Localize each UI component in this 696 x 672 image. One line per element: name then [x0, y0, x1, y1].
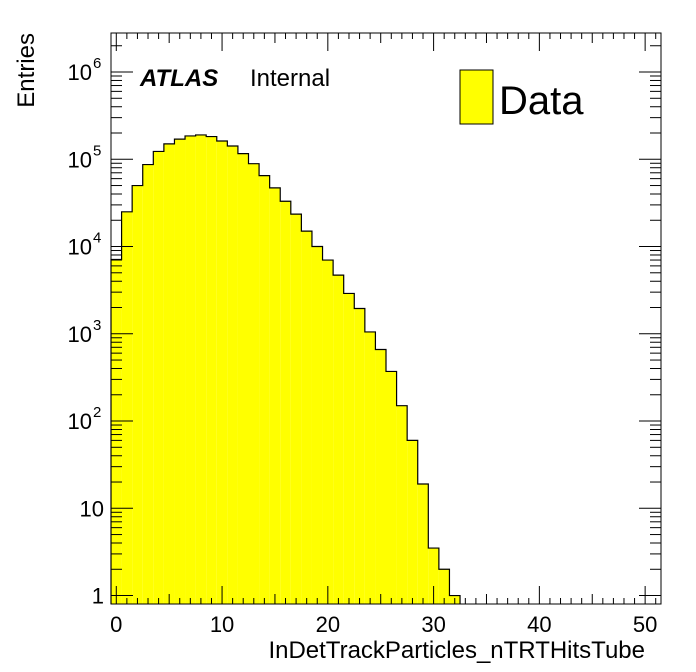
histogram-outline — [110, 134, 461, 604]
y-tick-label: 10 — [68, 147, 92, 172]
y-tick-exponent: 5 — [93, 142, 101, 159]
x-tick-label: 30 — [421, 612, 445, 637]
histogram-bin — [153, 151, 164, 604]
histogram-bin — [407, 440, 418, 604]
y-tick-exponent: 2 — [93, 404, 101, 421]
histogram-bin — [259, 175, 270, 604]
y-tick-label: 10 — [68, 322, 92, 347]
histogram-bin — [206, 136, 217, 604]
histogram-bin — [195, 134, 207, 604]
x-axis-title: InDetTrackParticles_nTRTHitsTube — [268, 637, 645, 664]
plot-frame — [110, 32, 662, 605]
histogram-bin — [428, 548, 439, 604]
histogram-bin — [142, 164, 154, 605]
y-tick-label: 1 — [92, 584, 104, 609]
y-axis-title: Entries — [13, 33, 40, 108]
histogram-bin — [280, 201, 291, 604]
histogram-bin — [354, 308, 365, 604]
y-tick-exponent: 3 — [93, 317, 101, 334]
x-tick-label: 10 — [210, 612, 234, 637]
histogram-bin — [375, 349, 386, 604]
x-tick-label: 40 — [527, 612, 551, 637]
histogram-bin — [333, 275, 344, 604]
histogram-bin — [417, 483, 429, 604]
histogram-bin — [269, 187, 281, 604]
histogram-bin — [237, 153, 249, 604]
histogram-bin — [121, 211, 133, 605]
histogram-bin — [290, 214, 302, 604]
histogram-bin — [343, 293, 355, 604]
histogram-bin — [322, 260, 334, 604]
internal-label: Internal — [250, 65, 330, 92]
histogram-bin — [438, 569, 450, 604]
histogram-bin — [301, 231, 312, 604]
atlas-label: ATLAS — [139, 65, 218, 92]
histogram-bin — [227, 145, 238, 605]
histogram-bin — [248, 163, 260, 604]
histogram-bin — [216, 140, 228, 605]
histogram-bin — [111, 259, 122, 604]
histogram-bin — [185, 135, 196, 604]
histogram-bin — [163, 143, 175, 604]
y-tick-exponent: 6 — [93, 55, 101, 72]
x-tick-label: 50 — [633, 612, 657, 637]
histogram-bin — [364, 331, 376, 604]
y-tick-label: 10 — [68, 409, 92, 434]
y-tick-label: 10 — [68, 60, 92, 85]
histogram-bin — [386, 371, 397, 604]
histogram-bin — [311, 246, 323, 604]
legend-swatch — [459, 69, 494, 125]
histogram-bin — [396, 405, 408, 604]
y-tick-label: 10 — [80, 496, 104, 521]
y-tick-exponent: 4 — [93, 230, 101, 247]
x-tick-label: 0 — [110, 612, 122, 637]
histogram-bin — [174, 139, 186, 604]
histogram-bin — [132, 185, 143, 605]
x-tick-label: 20 — [316, 612, 340, 637]
y-tick-label: 10 — [68, 235, 92, 260]
histogram-bars — [110, 134, 461, 605]
axis-ticks — [111, 33, 661, 604]
legend-label: Data — [499, 79, 584, 123]
